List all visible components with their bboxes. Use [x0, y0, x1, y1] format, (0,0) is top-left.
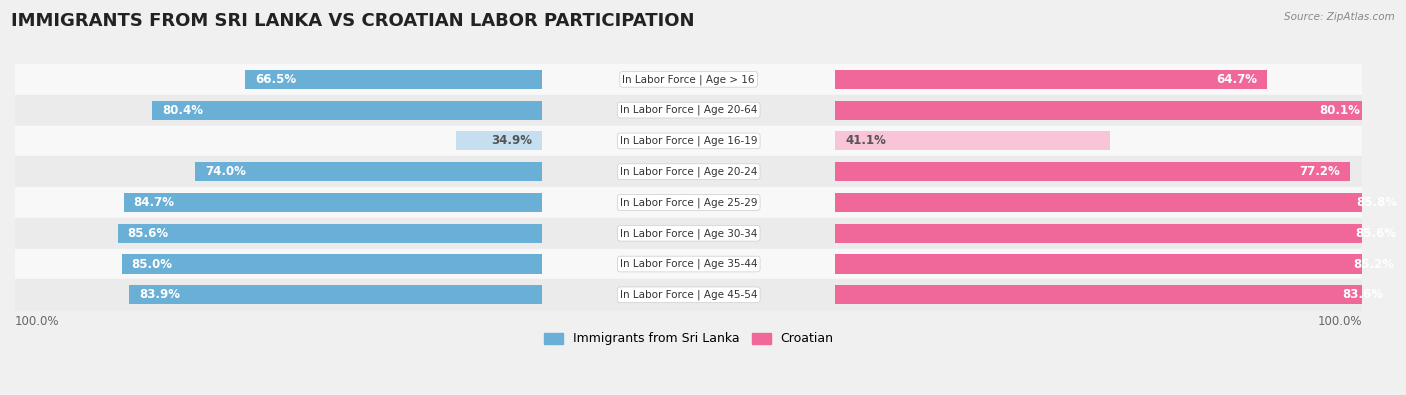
Text: 74.0%: 74.0% — [205, 165, 246, 178]
Text: In Labor Force | Age 20-24: In Labor Force | Age 20-24 — [620, 166, 758, 177]
Bar — [835, 193, 1406, 212]
Text: In Labor Force | Age 35-44: In Labor Force | Age 35-44 — [620, 259, 758, 269]
Bar — [15, 126, 1362, 156]
Text: 100.0%: 100.0% — [15, 315, 59, 328]
Text: In Labor Force | Age 20-64: In Labor Force | Age 20-64 — [620, 105, 758, 115]
Bar — [124, 193, 541, 212]
Bar — [835, 224, 1406, 243]
Text: 85.0%: 85.0% — [132, 258, 173, 271]
Bar — [129, 285, 541, 305]
Text: In Labor Force | Age 30-34: In Labor Force | Age 30-34 — [620, 228, 758, 239]
Bar — [835, 254, 1403, 274]
Text: In Labor Force | Age 16-19: In Labor Force | Age 16-19 — [620, 135, 758, 146]
Bar — [15, 156, 1362, 187]
Text: 64.7%: 64.7% — [1216, 73, 1257, 86]
Bar — [15, 248, 1362, 279]
Bar — [15, 187, 1362, 218]
Text: 66.5%: 66.5% — [254, 73, 297, 86]
Bar — [15, 95, 1362, 126]
Text: 85.8%: 85.8% — [1357, 196, 1398, 209]
Text: 100.0%: 100.0% — [1317, 315, 1362, 328]
Bar — [15, 279, 1362, 310]
Bar — [456, 132, 541, 150]
Text: 83.6%: 83.6% — [1343, 288, 1384, 301]
Text: 84.7%: 84.7% — [134, 196, 174, 209]
Bar — [195, 162, 541, 181]
Text: 77.2%: 77.2% — [1299, 165, 1340, 178]
Text: In Labor Force | Age 25-29: In Labor Force | Age 25-29 — [620, 197, 758, 208]
Bar — [122, 254, 541, 274]
Bar — [835, 132, 1109, 150]
Text: IMMIGRANTS FROM SRI LANKA VS CROATIAN LABOR PARTICIPATION: IMMIGRANTS FROM SRI LANKA VS CROATIAN LA… — [11, 12, 695, 30]
Bar — [152, 101, 541, 120]
Text: In Labor Force | Age > 16: In Labor Force | Age > 16 — [623, 74, 755, 85]
Text: In Labor Force | Age 45-54: In Labor Force | Age 45-54 — [620, 290, 758, 300]
Bar — [118, 224, 541, 243]
Text: 85.6%: 85.6% — [1355, 227, 1396, 240]
Text: 83.9%: 83.9% — [139, 288, 180, 301]
Bar — [835, 162, 1350, 181]
Bar — [245, 70, 541, 89]
Bar — [835, 101, 1369, 120]
Text: 80.1%: 80.1% — [1319, 103, 1360, 117]
Bar — [835, 285, 1393, 305]
Text: 85.6%: 85.6% — [128, 227, 169, 240]
Legend: Immigrants from Sri Lanka, Croatian: Immigrants from Sri Lanka, Croatian — [538, 327, 838, 350]
Bar — [15, 218, 1362, 248]
Bar — [15, 64, 1362, 95]
Text: 34.9%: 34.9% — [491, 134, 531, 147]
Text: 85.2%: 85.2% — [1353, 258, 1393, 271]
Text: Source: ZipAtlas.com: Source: ZipAtlas.com — [1284, 12, 1395, 22]
Bar — [835, 70, 1267, 89]
Text: 41.1%: 41.1% — [845, 134, 886, 147]
Text: 80.4%: 80.4% — [163, 103, 204, 117]
